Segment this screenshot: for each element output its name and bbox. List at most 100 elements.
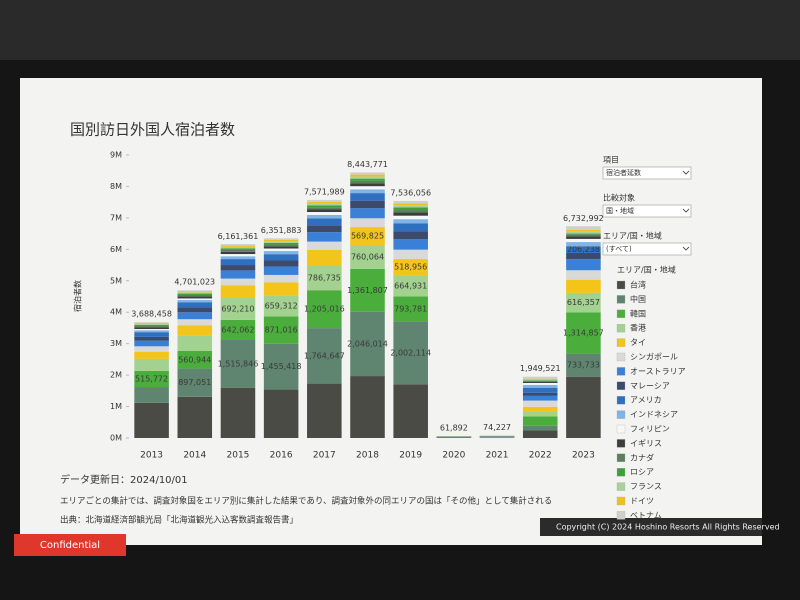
legend-label: フィリピン (630, 425, 670, 434)
bar-segment (177, 319, 213, 326)
bar-segment (350, 208, 385, 219)
legend-label: 韓国 (630, 308, 646, 318)
legend-swatch (616, 324, 626, 333)
segment-label: 2,002,114 (390, 348, 431, 357)
bar-segment (134, 324, 169, 327)
dropdown[interactable] (602, 242, 692, 256)
bar-segment (350, 183, 385, 187)
segment-label: 1,455,418 (261, 362, 302, 371)
bar-segment (350, 176, 385, 179)
legend-title: エリア/国・地域 (617, 265, 676, 275)
legend-label: カナダ (630, 452, 654, 462)
dropdown[interactable] (602, 204, 692, 218)
legend-swatch (616, 352, 626, 362)
legend-label: シンガポール (630, 352, 678, 362)
legend-label: タイ (630, 338, 646, 347)
bar-segment (220, 246, 256, 249)
bar-segment (307, 232, 342, 242)
bar-segment (177, 335, 213, 351)
bar-segment (393, 215, 428, 220)
bar-segment (522, 430, 558, 438)
bar-segment (263, 295, 299, 317)
bar-segment (393, 321, 428, 385)
total-label: 4,701,023 (174, 278, 215, 287)
y-tick-label: 3M (110, 339, 122, 348)
bar-segment (134, 332, 169, 337)
bar-segment (566, 252, 601, 260)
y-tick-label: 7M (110, 213, 122, 222)
y-tick-label: 2M (110, 371, 122, 380)
bar-segment (263, 316, 299, 344)
bar-segment (522, 400, 558, 407)
total-label: 74,227 (483, 423, 511, 432)
bar-segment (263, 389, 299, 438)
legend-swatch (616, 424, 626, 434)
segment-label: 664,931 (394, 281, 427, 290)
bar-segment (134, 346, 169, 352)
legend-swatch (616, 511, 626, 520)
x-tick-label: 2020 (442, 451, 465, 461)
y-axis-label: 宿泊者数 (73, 280, 83, 312)
legend-label: 台湾 (630, 280, 646, 290)
dropdown[interactable] (602, 166, 692, 180)
footnote: エリアごとの集計では、調査対象国をエリア別に集計した結果であり、調査対象外の同エ… (60, 496, 552, 507)
bar-segment (350, 268, 385, 312)
segment-label: 616,357 (567, 298, 600, 307)
bar-segment (566, 270, 601, 280)
bar-segment (393, 239, 428, 250)
x-tick-label: 2021 (486, 451, 509, 461)
total-label: 61,892 (440, 424, 468, 433)
total-label: 6,732,992 (563, 214, 604, 223)
bar-segment (263, 343, 299, 390)
bar-segment (134, 402, 169, 438)
dropdown-arrow (682, 170, 690, 175)
x-tick-label: 2015 (227, 451, 250, 461)
total-label: 6,351,883 (261, 226, 302, 235)
bar-segment (393, 203, 428, 206)
bar-segment (350, 174, 385, 177)
bar-segment (263, 266, 299, 275)
segment-label: 560,944 (178, 355, 211, 364)
bar-segment (134, 387, 169, 403)
bar-segment (263, 254, 299, 261)
bar-segment (134, 330, 169, 333)
legend-label: イギリス (630, 439, 662, 448)
bar-segment (393, 210, 428, 213)
bar-segment (393, 207, 428, 211)
bar-segment (134, 329, 169, 331)
bar-segment (566, 231, 601, 234)
legend-label: フランス (630, 482, 662, 491)
x-tick-label: 2018 (356, 451, 379, 461)
bar-segment (566, 259, 601, 271)
bar-segment (566, 312, 601, 354)
bar-segment (177, 302, 213, 308)
y-tick-label: 5M (110, 276, 122, 285)
bar-segment (393, 249, 428, 260)
bar-segment (393, 275, 428, 297)
bar-segment (522, 384, 558, 388)
segment-label: 897,051 (178, 378, 211, 387)
bar-segment (220, 244, 256, 246)
slide (20, 78, 762, 545)
bar-segment (522, 378, 558, 380)
bar-segment (566, 279, 601, 293)
total-label: 7,571,989 (304, 187, 345, 196)
x-tick-label: 2019 (399, 451, 422, 461)
x-tick-label: 2014 (183, 451, 206, 461)
bar-segment (522, 392, 558, 396)
legend-swatch (616, 482, 626, 491)
bar-segment (177, 307, 213, 313)
dropdown-value: 宿泊者延数 (606, 168, 641, 177)
bar-segment (177, 300, 213, 303)
bar-segment (263, 238, 299, 240)
x-tick-label: 2022 (529, 451, 552, 461)
source: 出典：北海道経済部観光局「北海道観光入込客数調査報告書」 (60, 515, 298, 526)
bar-segment (220, 259, 256, 266)
bar-segment (134, 326, 169, 328)
total-label: 1,949,521 (520, 364, 561, 373)
segment-label: 2,046,014 (347, 339, 388, 348)
segment-label: 1,764,647 (304, 351, 345, 360)
bar-segment (177, 290, 213, 292)
bar-segment (177, 312, 213, 320)
bar-segment (522, 380, 558, 382)
